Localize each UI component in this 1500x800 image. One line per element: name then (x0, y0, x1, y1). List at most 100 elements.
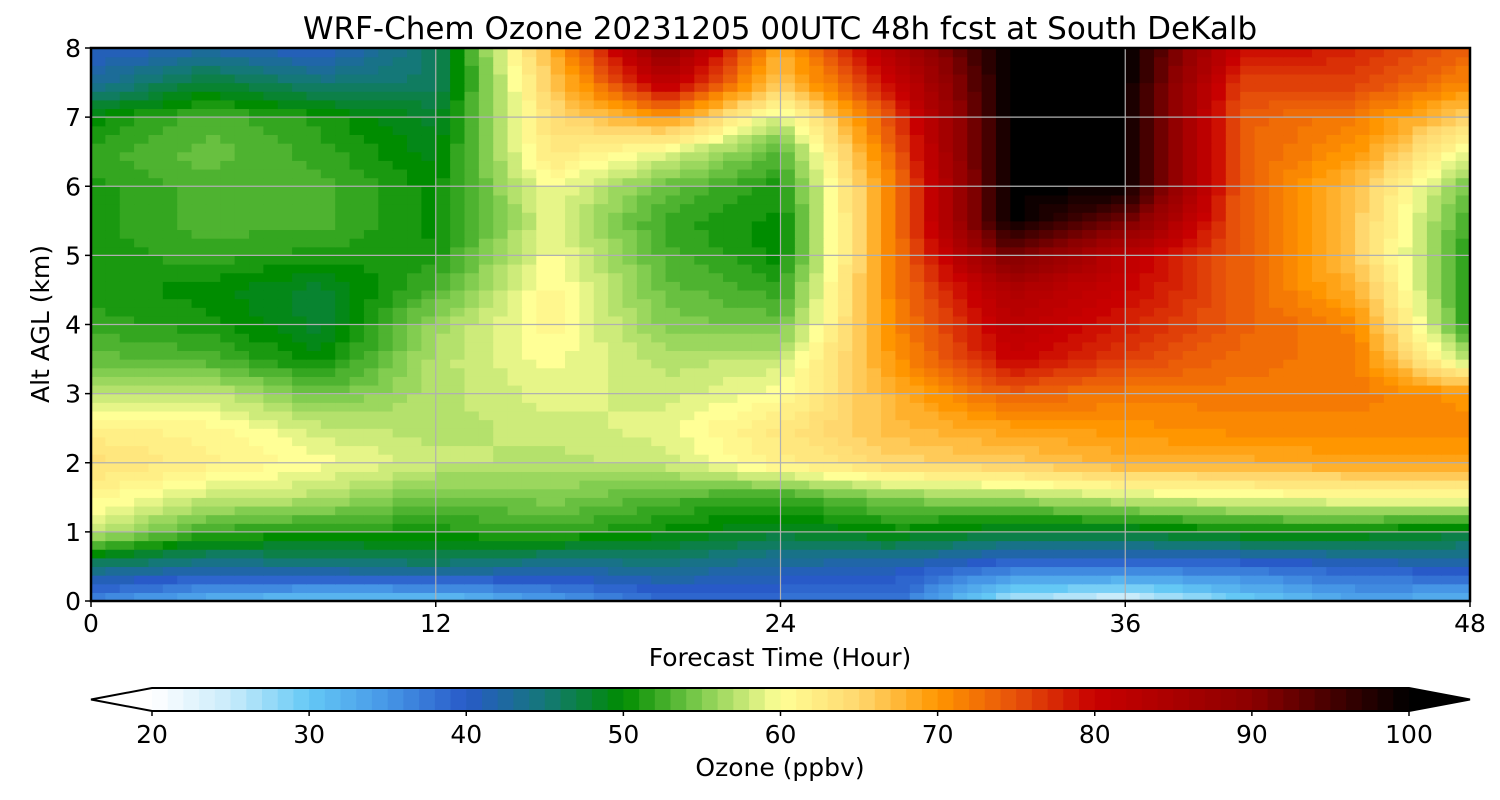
heatmap-cell (723, 238, 738, 248)
heatmap-cell (737, 445, 753, 455)
heatmap-cell (220, 419, 236, 429)
heatmap-cell (823, 359, 839, 369)
heatmap-cell (292, 549, 308, 559)
heatmap-cell (1383, 376, 1399, 386)
heatmap-cell (1268, 255, 1284, 265)
heatmap-cell (995, 194, 1011, 205)
heatmap-cell (335, 531, 351, 542)
heatmap-cell (1254, 436, 1270, 447)
heatmap-cell (895, 272, 911, 282)
heatmap-cell (737, 531, 753, 542)
heatmap-cell (924, 281, 940, 291)
heatmap-cell (1383, 315, 1399, 326)
heatmap-cell (1053, 359, 1069, 369)
heatmap-cell (1153, 264, 1169, 274)
heatmap-cell (1168, 384, 1184, 395)
heatmap-cell (1053, 229, 1069, 239)
heatmap-cell (909, 246, 925, 256)
heatmap-cell (1139, 212, 1155, 222)
heatmap-cell (952, 315, 968, 326)
heatmap-cell (1240, 203, 1256, 213)
heatmap-cell (1110, 402, 1126, 412)
heatmap-cell (1225, 592, 1241, 602)
heatmap-cell (1010, 497, 1026, 507)
heatmap-cell (1225, 419, 1241, 429)
heatmap-cell (550, 462, 566, 472)
heatmap-cell (1240, 471, 1256, 481)
heatmap-cell (737, 298, 753, 308)
heatmap-cell (579, 531, 595, 542)
heatmap-cell (292, 497, 308, 507)
heatmap-cell (335, 376, 351, 386)
heatmap-cell (1340, 229, 1356, 239)
heatmap-cell (938, 238, 954, 248)
heatmap-cell (407, 272, 422, 282)
heatmap-cell (363, 168, 379, 179)
heatmap-cell (335, 367, 351, 377)
heatmap-cell (924, 307, 940, 317)
heatmap-cell (1139, 540, 1155, 550)
heatmap-cell (1398, 307, 1414, 317)
heatmap-cell (191, 566, 207, 576)
heatmap-cell (191, 514, 207, 524)
heatmap-cell (881, 428, 897, 438)
heatmap-cell (794, 445, 810, 455)
heatmap-cell (1340, 549, 1356, 559)
heatmap-cell (1039, 402, 1055, 412)
heatmap-cell (1082, 324, 1098, 334)
heatmap-cell (1383, 505, 1399, 516)
heatmap-cell (335, 436, 351, 447)
heatmap-cell (263, 410, 279, 421)
heatmap-cell (852, 194, 868, 205)
heatmap-cell (478, 177, 494, 187)
heatmap-cell (981, 359, 997, 369)
heatmap-cell (995, 246, 1011, 256)
heatmap-cell (550, 410, 566, 421)
heatmap-cell (694, 341, 710, 352)
heatmap-cell (392, 194, 408, 205)
heatmap-cell (521, 341, 537, 352)
heatmap-cell (1211, 505, 1227, 516)
heatmap-cell (349, 255, 365, 265)
heatmap-cell (407, 359, 422, 369)
heatmap-cell (1182, 229, 1198, 239)
heatmap-cell (1225, 436, 1241, 447)
heatmap-cell (1039, 445, 1055, 455)
heatmap-cell (636, 505, 652, 516)
heatmap-cell (249, 315, 264, 326)
heatmap-cell (320, 445, 336, 455)
heatmap-cell (995, 514, 1011, 524)
heatmap-cell (205, 471, 221, 481)
heatmap-cell (464, 557, 480, 568)
heatmap-cell (1197, 333, 1213, 343)
heatmap-cell (866, 566, 882, 576)
heatmap-cell (665, 194, 681, 205)
heatmap-cell (191, 212, 207, 222)
heatmap-cell (593, 177, 609, 187)
heatmap-cell (766, 255, 782, 265)
heatmap-cell (335, 410, 351, 421)
heatmap-cell (1297, 367, 1313, 377)
heatmap-cell (1383, 367, 1399, 377)
heatmap-cell (1125, 151, 1141, 161)
heatmap-cell (665, 359, 681, 369)
heatmap-cell (1082, 281, 1098, 291)
heatmap-cell (507, 333, 523, 343)
heatmap-cell (895, 255, 911, 265)
heatmap-cell (536, 307, 552, 317)
heatmap-cell (493, 583, 509, 593)
heatmap-cell (550, 376, 566, 386)
heatmap-cell (464, 505, 480, 516)
heatmap-cell (1039, 428, 1055, 438)
heatmap-cell (866, 497, 882, 507)
heatmap-cell (694, 333, 710, 343)
heatmap-cell (134, 264, 150, 274)
heatmap-cell (162, 376, 178, 386)
heatmap-cell (234, 471, 250, 481)
heatmap-cell (1168, 168, 1184, 179)
heatmap-cell (91, 376, 106, 386)
heatmap-cell (292, 229, 308, 239)
heatmap-cell (723, 229, 738, 239)
heatmap-cell (1268, 376, 1284, 386)
heatmap-cell (1197, 376, 1213, 386)
